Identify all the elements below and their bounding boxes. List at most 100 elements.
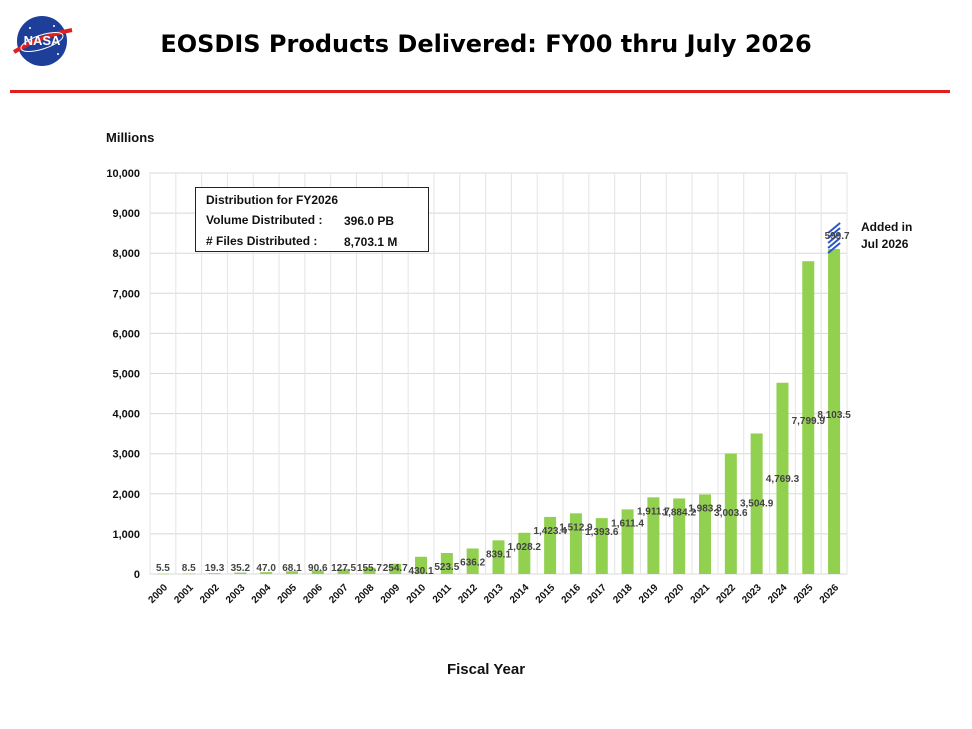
bar-2016 bbox=[569, 513, 582, 574]
volume-distributed-label: Volume Distributed : bbox=[206, 213, 323, 227]
x-tick-label-2000: 2000 bbox=[147, 582, 171, 606]
bar-2022 bbox=[724, 453, 737, 574]
y-tick-label: 9,000 bbox=[112, 208, 140, 220]
y-tick-label: 7,000 bbox=[112, 288, 140, 300]
x-tick-label-2008: 2008 bbox=[353, 582, 377, 606]
bar-2006 bbox=[311, 570, 324, 574]
hatch-stroke bbox=[827, 242, 841, 254]
x-tick-label-2026: 2026 bbox=[818, 582, 842, 606]
bar-value-label-2005: 68.1 bbox=[282, 563, 302, 574]
recent-addition-hatch bbox=[827, 222, 841, 254]
y-tick-label: 0 bbox=[134, 569, 140, 581]
bar-2026 bbox=[828, 249, 841, 574]
bar-value-label-2017: 1,393.6 bbox=[585, 527, 619, 538]
bar-value-label-2026: 8,103.5 bbox=[817, 410, 851, 421]
x-tick-label-2006: 2006 bbox=[301, 582, 325, 606]
added-note-line1: Added in bbox=[861, 220, 913, 234]
bar-value-label-2009: 254.7 bbox=[383, 563, 408, 574]
bar-2004 bbox=[260, 572, 273, 574]
x-tick-label-2019: 2019 bbox=[637, 582, 661, 606]
x-tick-label-2021: 2021 bbox=[689, 582, 713, 606]
bar-value-label-2018: 1,611.4 bbox=[611, 518, 644, 529]
bar-value-label-2004: 47.0 bbox=[256, 563, 276, 574]
bar-2024 bbox=[776, 382, 789, 574]
x-tick-label-2022: 2022 bbox=[714, 582, 738, 606]
recent-addition-label: 599.7 bbox=[825, 231, 850, 242]
bar-2015 bbox=[544, 516, 557, 574]
page-title: EOSDIS Products Delivered: FY00 thru Jul… bbox=[160, 30, 812, 58]
added-in-july-note: Added in Jul 2026 bbox=[861, 219, 912, 253]
x-tick-label-2011: 2011 bbox=[431, 582, 454, 605]
bar-value-label-2012: 636.2 bbox=[460, 557, 485, 568]
bar-2005 bbox=[285, 571, 298, 574]
bar-2010 bbox=[415, 556, 428, 574]
y-tick-label: 8,000 bbox=[112, 248, 140, 260]
files-distributed-label: # Files Distributed : bbox=[206, 234, 318, 248]
bar-2017 bbox=[595, 518, 608, 574]
bar-value-label-2025: 7,799.9 bbox=[792, 416, 826, 427]
added-note-line2: Jul 2026 bbox=[861, 237, 909, 251]
x-tick-label-2018: 2018 bbox=[611, 582, 635, 606]
files-distributed-value: 8,703.1 M bbox=[344, 235, 398, 249]
bar-value-label-2021: 1,983.8 bbox=[688, 503, 722, 514]
bar-value-label-2023: 3,504.9 bbox=[740, 499, 774, 510]
bar-value-label-2006: 90.6 bbox=[308, 563, 328, 574]
x-tick-label-2017: 2017 bbox=[585, 582, 609, 606]
x-axis-title: Fiscal Year bbox=[446, 661, 526, 678]
x-tick-label-2012: 2012 bbox=[456, 582, 480, 606]
x-tick-label-2002: 2002 bbox=[198, 582, 222, 606]
bar-value-label-2015: 1,423.4 bbox=[533, 526, 567, 537]
bar-2019 bbox=[647, 497, 660, 574]
bar-value-label-2001: 8.5 bbox=[182, 563, 196, 574]
bar-value-label-2024: 4,769.3 bbox=[766, 474, 800, 485]
bar-value-label-2011: 523.5 bbox=[434, 562, 459, 573]
bar-2014 bbox=[518, 532, 531, 574]
x-tick-label-2004: 2004 bbox=[250, 582, 274, 606]
bar-value-label-2014: 1,028.2 bbox=[508, 542, 542, 553]
bar-2021 bbox=[699, 494, 712, 574]
bar-2003 bbox=[234, 572, 247, 574]
bar-value-label-2019: 1,911.7 bbox=[637, 506, 670, 517]
x-tick-label-2024: 2024 bbox=[766, 582, 790, 606]
bar-2008 bbox=[363, 567, 376, 574]
x-tick-label-2020: 2020 bbox=[663, 582, 687, 606]
x-tick-label-2014: 2014 bbox=[508, 582, 532, 606]
bar-2023 bbox=[750, 433, 763, 574]
x-tick-label-2010: 2010 bbox=[405, 582, 429, 606]
x-tick-label-2025: 2025 bbox=[792, 582, 816, 606]
bar-value-label-2000: 5.5 bbox=[156, 563, 170, 574]
x-tick-label-2007: 2007 bbox=[327, 582, 351, 606]
nasa-logo: NASA bbox=[12, 16, 73, 66]
y-tick-label: 4,000 bbox=[112, 409, 140, 421]
bar-2000 bbox=[156, 573, 169, 575]
hatch-stroke bbox=[827, 227, 841, 239]
y-tick-label: 3,000 bbox=[112, 449, 140, 461]
y-tick-label: 6,000 bbox=[112, 328, 140, 340]
hatch-stroke bbox=[827, 222, 841, 234]
y-tick-label: 2,000 bbox=[112, 489, 140, 501]
bar-2001 bbox=[182, 573, 195, 575]
bar-2011 bbox=[440, 553, 453, 574]
bar-2009 bbox=[389, 563, 402, 574]
y-axis-unit-label: Millions bbox=[106, 130, 155, 145]
bar-value-label-2003: 35.2 bbox=[231, 563, 251, 574]
bar-value-label-2020: 1,884.2 bbox=[663, 507, 697, 518]
y-tick-label: 10,000 bbox=[106, 168, 140, 180]
summary-heading: Distribution for FY2026 bbox=[206, 193, 339, 207]
bar-value-label-2002: 19.3 bbox=[205, 563, 225, 574]
distribution-summary-box: Distribution for FY2026 Volume Distribut… bbox=[195, 187, 429, 252]
x-tick-label-2001: 2001 bbox=[172, 582, 196, 606]
bar-value-label-2016: 1,512.9 bbox=[559, 522, 593, 533]
y-tick-label: 1,000 bbox=[112, 529, 140, 541]
bar-value-label-2022: 3,003.6 bbox=[714, 508, 748, 519]
bar-2002 bbox=[208, 573, 221, 574]
bar-2007 bbox=[337, 568, 350, 574]
x-tick-label-2013: 2013 bbox=[482, 582, 506, 606]
x-tick-label-2016: 2016 bbox=[560, 582, 584, 606]
bar-2020 bbox=[673, 498, 686, 574]
title-divider bbox=[10, 90, 950, 93]
bar-value-label-2013: 839.1 bbox=[486, 549, 511, 560]
bar-2012 bbox=[466, 548, 479, 574]
bar-value-label-2007: 127.5 bbox=[331, 563, 356, 574]
